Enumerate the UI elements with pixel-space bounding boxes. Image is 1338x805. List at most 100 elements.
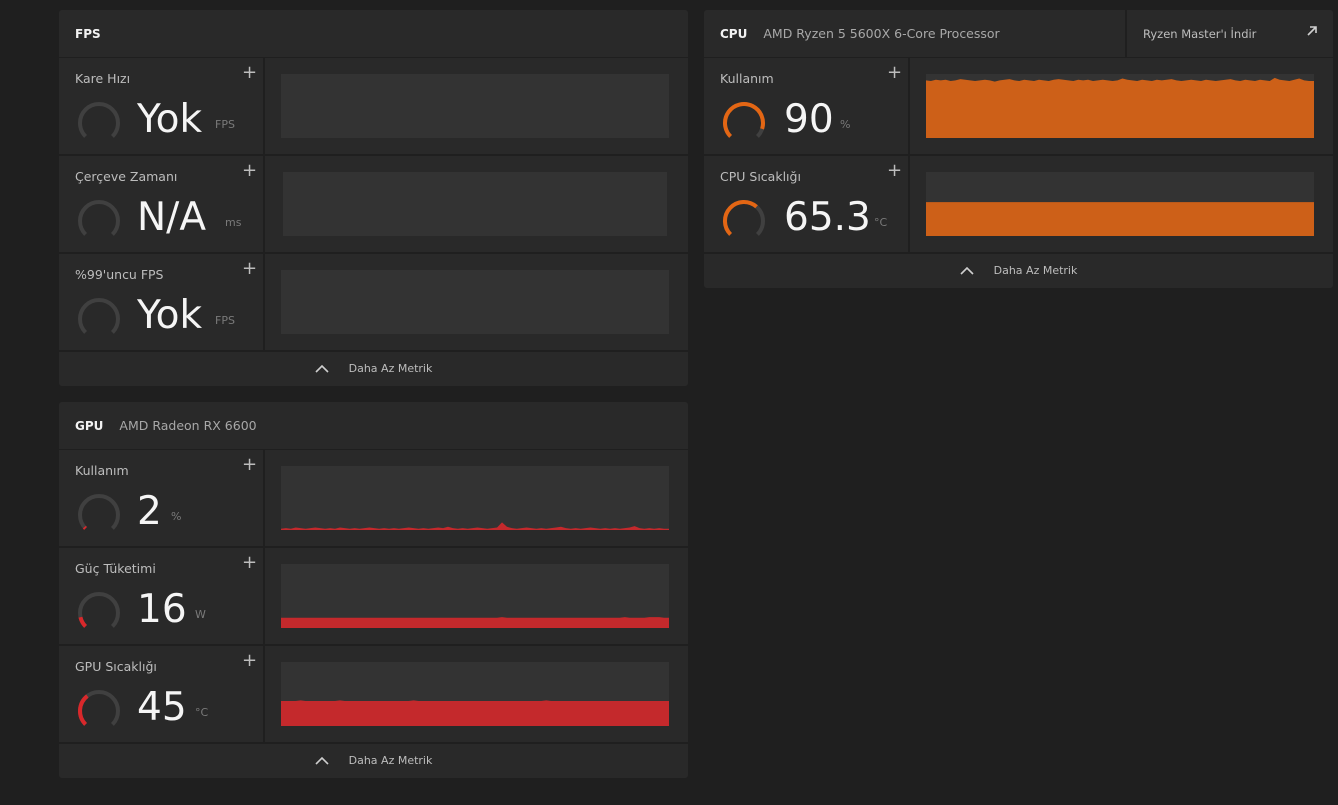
metric-unit: FPS xyxy=(215,118,235,131)
metric-label: %99'uncu FPS xyxy=(75,267,164,282)
metric-graph-area xyxy=(265,548,688,644)
history-chart xyxy=(281,617,669,628)
add-metric-icon[interactable]: + xyxy=(242,552,258,573)
cpu-panel: CPU AMD Ryzen 5 5600X 6-Core Processor R… xyxy=(704,10,1333,288)
cpu-panel-header: CPU AMD Ryzen 5 5600X 6-Core Processor R… xyxy=(704,10,1333,58)
history-area xyxy=(281,617,669,628)
metric-graph-area xyxy=(265,450,688,546)
gpu-metric-row: Kullanım + 2 % xyxy=(59,450,688,548)
add-metric-icon[interactable]: + xyxy=(242,62,258,83)
metric-graph xyxy=(926,74,1314,138)
metric-graph xyxy=(281,466,669,530)
fps-metric-row: Kare Hızı + Yok FPS xyxy=(59,58,688,156)
history-chart xyxy=(281,522,669,530)
fewer-metrics-button[interactable]: Daha Az Metrik xyxy=(59,352,688,384)
metric-value: N/A xyxy=(137,195,206,240)
gauge-fill xyxy=(82,525,87,530)
metric-value: 16 xyxy=(137,587,187,632)
metric-graph-area xyxy=(910,58,1333,154)
metric-value: 65.3 xyxy=(784,195,871,240)
fewer-metrics-label: Daha Az Metrik xyxy=(348,361,433,375)
metric-card: Kullanım + 2 % xyxy=(59,450,265,546)
metric-value: 2 xyxy=(137,489,162,534)
metric-unit: °C xyxy=(874,216,888,229)
gauge-icon xyxy=(78,494,120,530)
gauge-track xyxy=(78,200,120,236)
metric-unit: °C xyxy=(195,706,209,719)
chevron-up-icon xyxy=(315,364,329,373)
fps-panel-title: FPS xyxy=(75,26,101,41)
fewer-metrics-label: Daha Az Metrik xyxy=(993,263,1078,277)
fewer-metrics-label: Daha Az Metrik xyxy=(348,753,433,767)
download-ryzen-master-label: Ryzen Master'ı İndir xyxy=(1143,27,1257,41)
chevron-up-icon xyxy=(960,266,974,275)
metric-value: Yok xyxy=(137,293,203,338)
metric-graph-area xyxy=(265,254,688,350)
metric-graph-area xyxy=(265,156,688,252)
chevron-up-icon xyxy=(315,756,329,765)
gauge-track xyxy=(78,494,120,530)
metric-card: Güç Tüketimi + 16 W xyxy=(59,548,265,644)
gauge-icon xyxy=(723,102,765,138)
gauge-track xyxy=(78,592,120,628)
external-link-icon xyxy=(1307,26,1317,36)
add-metric-icon[interactable]: + xyxy=(242,650,258,671)
download-ryzen-master-button[interactable]: Ryzen Master'ı İndir xyxy=(1125,10,1333,58)
metric-graph-area xyxy=(910,156,1333,252)
add-metric-icon[interactable]: + xyxy=(887,62,903,83)
gauge-icon xyxy=(78,690,120,726)
metric-label: Kullanım xyxy=(720,71,774,86)
gauge-icon xyxy=(78,200,120,236)
add-metric-icon[interactable]: + xyxy=(242,258,258,279)
history-chart xyxy=(281,700,669,726)
fewer-metrics-button[interactable]: Daha Az Metrik xyxy=(704,254,1333,286)
metric-value: Yok xyxy=(137,97,203,142)
gauge-icon xyxy=(78,298,120,334)
metric-label: CPU Sıcaklığı xyxy=(720,169,801,184)
metric-label: Çerçeve Zamanı xyxy=(75,169,178,184)
metric-value: 45 xyxy=(137,685,187,730)
history-area xyxy=(926,202,1314,236)
metric-graph xyxy=(283,172,667,236)
history-area xyxy=(926,77,1314,138)
metric-graph xyxy=(281,564,669,628)
fps-metric-row: Çerçeve Zamanı + N/A ms xyxy=(59,156,688,254)
metric-label: Güç Tüketimi xyxy=(75,561,156,576)
history-area xyxy=(281,522,669,530)
metric-graph-area xyxy=(265,646,688,742)
metric-label: Kare Hızı xyxy=(75,71,131,86)
gpu-panel: GPU AMD Radeon RX 6600 Kullanım + 2 % Gü… xyxy=(59,402,688,778)
cpu-model-name: AMD Ryzen 5 5600X 6-Core Processor xyxy=(763,26,1000,41)
fps-panel: FPS Kare Hızı + Yok FPS Çerçeve Zamanı +… xyxy=(59,10,688,386)
cpu-panel-title: CPU xyxy=(720,26,748,41)
metric-value: 90 xyxy=(784,97,834,142)
metric-graph xyxy=(281,74,669,138)
gpu-panel-header: GPU AMD Radeon RX 6600 xyxy=(59,402,688,450)
gauge-fill xyxy=(723,102,765,138)
gpu-panel-title: GPU xyxy=(75,418,104,433)
metric-label: GPU Sıcaklığı xyxy=(75,659,157,674)
gpu-model-name: AMD Radeon RX 6600 xyxy=(119,418,257,433)
cpu-metric-row: CPU Sıcaklığı + 65.3 °C xyxy=(704,156,1333,254)
history-chart xyxy=(926,77,1314,138)
fewer-metrics-button[interactable]: Daha Az Metrik xyxy=(59,744,688,776)
gauge-icon xyxy=(78,102,120,138)
add-metric-icon[interactable]: + xyxy=(242,160,258,181)
metric-graph xyxy=(281,270,669,334)
add-metric-icon[interactable]: + xyxy=(887,160,903,181)
gpu-metric-row: GPU Sıcaklığı + 45 °C xyxy=(59,646,688,744)
metric-unit: W xyxy=(195,608,206,621)
gauge-fill xyxy=(78,694,89,726)
metric-card: CPU Sıcaklığı + 65.3 °C xyxy=(704,156,910,252)
metric-card: %99'uncu FPS + Yok FPS xyxy=(59,254,265,350)
gauge-fill xyxy=(78,616,88,628)
fps-metric-row: %99'uncu FPS + Yok FPS xyxy=(59,254,688,352)
gauge-icon xyxy=(78,592,120,628)
metric-unit: % xyxy=(840,118,851,131)
metric-graph-area xyxy=(265,58,688,154)
fps-panel-header: FPS xyxy=(59,10,688,58)
metric-graph xyxy=(281,662,669,726)
cpu-metric-row: Kullanım + 90 % xyxy=(704,58,1333,156)
metric-graph xyxy=(926,172,1314,236)
add-metric-icon[interactable]: + xyxy=(242,454,258,475)
